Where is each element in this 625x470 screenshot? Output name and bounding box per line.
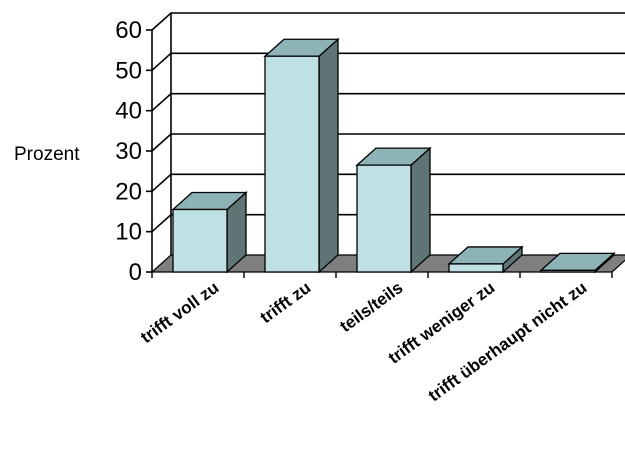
y-tick-label: 60 xyxy=(115,17,142,44)
x-tick-label: trifft zu xyxy=(257,278,315,327)
x-tick-label: trifft überhaupt nicht zu xyxy=(425,278,591,406)
bar xyxy=(447,245,524,274)
bar xyxy=(539,251,616,274)
y-axis-label: Prozent xyxy=(14,144,80,165)
y-tick-label: 50 xyxy=(115,57,142,84)
y-tick-label: 20 xyxy=(115,178,142,205)
axes xyxy=(146,29,613,278)
y-tick-label: 0 xyxy=(129,259,142,286)
bar-front xyxy=(356,164,412,273)
x-tick-label: teils/teils xyxy=(336,278,406,336)
bar-side xyxy=(318,37,339,274)
gridlines xyxy=(151,12,625,255)
bar-front xyxy=(540,269,596,273)
y-tick-label: 10 xyxy=(115,219,142,246)
x-tick-label: trifft voll zu xyxy=(137,278,222,347)
bar-front xyxy=(172,208,228,273)
bar xyxy=(263,37,340,274)
y-tick-label: 40 xyxy=(115,98,142,125)
bars xyxy=(171,37,616,274)
y-tick-labels: 0 10 20 30 40 50 60 xyxy=(115,17,142,286)
x-tick-labels: trifft voll zu trifft zu teils/teils trifft… xyxy=(137,278,590,406)
bar-front xyxy=(448,263,504,273)
bar-side xyxy=(410,146,431,274)
bar-front xyxy=(264,55,320,273)
bar xyxy=(355,146,432,274)
bar xyxy=(171,191,248,274)
y-tick-label: 30 xyxy=(115,138,142,165)
